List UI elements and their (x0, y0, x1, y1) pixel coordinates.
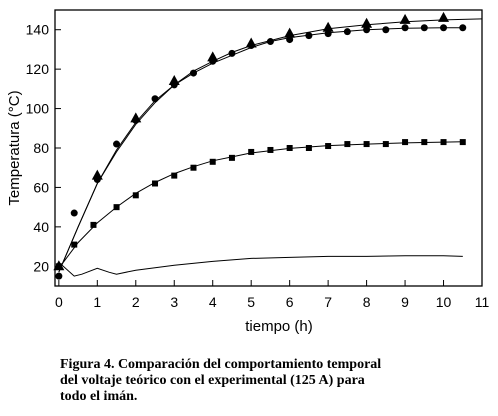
y-tick-label: 80 (33, 140, 49, 156)
square-data-point (71, 241, 78, 248)
circle-data-point (247, 41, 255, 49)
square-data-point (440, 139, 447, 146)
square-data-point (305, 145, 312, 151)
triangle-data-point (322, 21, 334, 32)
circle-data-point (132, 116, 140, 124)
square-data-point (90, 221, 97, 228)
y-tick-label: 40 (33, 219, 49, 235)
circle-data-point (324, 30, 332, 38)
y-tick-label: 100 (26, 101, 50, 117)
square-data-point (267, 146, 274, 153)
y-tick-label: 60 (33, 179, 49, 195)
circle-data-point (170, 81, 178, 89)
triangle-data-point (207, 51, 219, 62)
fit-curve-triangle (58, 18, 483, 273)
baseline-series-line (58, 255, 463, 277)
x-tick-label: 8 (363, 294, 371, 310)
circle-data-point (343, 28, 351, 36)
square-data-point (113, 204, 120, 211)
square-data-point (132, 192, 139, 199)
x-tick-label: 11 (475, 294, 490, 310)
square-data-point (190, 164, 197, 171)
temperature-chart: 0 1 2 3 4 5 6 7 8 9 10 11 20 40 60 80 100 120 140 tiempo (… (6, 9, 490, 335)
x-tick-label: 0 (55, 294, 63, 310)
square-data-point (248, 148, 255, 155)
y-tick-label: 20 (33, 258, 49, 274)
x-tick-label: 1 (93, 294, 101, 310)
triangle-data-point (399, 13, 411, 24)
x-tick-label: 6 (286, 294, 294, 310)
square-data-point (325, 143, 332, 150)
circle-data-point (113, 140, 121, 148)
x-axis-title: tiempo (h) (245, 318, 313, 335)
circle-data-point (401, 24, 409, 32)
circle-data-point (209, 57, 217, 65)
triangle-data-point (91, 169, 103, 180)
y-tick-label: 140 (26, 22, 50, 38)
triangle-data-point (438, 11, 450, 22)
circle-data-point (305, 32, 313, 40)
square-data-point (363, 141, 370, 148)
square-data-point (55, 263, 62, 270)
y-tick-label: 120 (26, 61, 50, 77)
circle-data-point (151, 95, 159, 103)
chart-axes: 0 1 2 3 4 5 6 7 8 9 10 11 20 40 60 80 100 120 140 (26, 9, 490, 310)
square-data-point (382, 141, 389, 148)
circle-data-point (70, 209, 78, 217)
square-data-point (286, 145, 293, 151)
chart-markers (53, 11, 467, 280)
circle-data-point (440, 24, 448, 32)
x-tick-label: 2 (132, 294, 140, 310)
circle-data-point (189, 69, 197, 77)
square-data-point (344, 141, 351, 148)
x-tick-label: 5 (247, 294, 255, 310)
circle-data-point (55, 272, 63, 280)
figure-caption: Figura 4. Comparación del comportamiento… (60, 357, 382, 404)
circle-data-point (382, 26, 390, 34)
x-tick-label: 4 (209, 294, 217, 310)
triangle-data-point (361, 17, 373, 28)
square-data-point (421, 139, 428, 146)
square-data-point (209, 158, 216, 165)
circle-data-point (266, 38, 274, 46)
x-tick-label: 9 (401, 294, 409, 310)
circle-data-point (228, 49, 236, 57)
square-data-point (459, 139, 466, 146)
circle-data-point (93, 176, 101, 184)
square-data-point (171, 172, 178, 179)
x-tick-label: 10 (436, 294, 452, 310)
circle-data-point (420, 24, 428, 32)
triangle-data-point (284, 27, 296, 38)
circle-data-point (286, 36, 294, 44)
y-axis-title: Temperatura (°C) (6, 90, 23, 205)
fit-curve-circle (58, 27, 463, 273)
circle-data-point (363, 26, 371, 34)
x-tick-label: 7 (324, 294, 332, 310)
square-data-point (152, 180, 159, 187)
triangle-data-point (168, 74, 180, 85)
circle-data-point (459, 24, 467, 32)
x-tick-label: 3 (170, 294, 178, 310)
square-data-point (402, 139, 409, 146)
square-data-point (228, 154, 235, 161)
